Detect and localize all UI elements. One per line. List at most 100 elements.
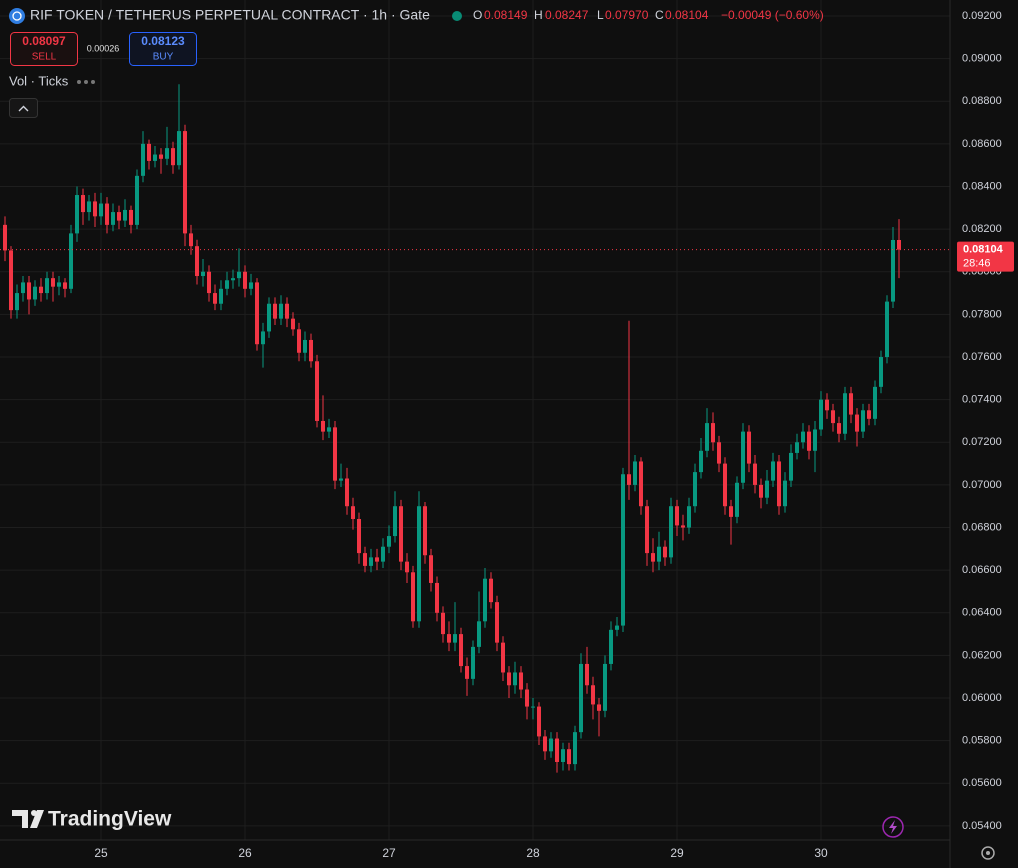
candle-body xyxy=(663,546,667,558)
candle-body xyxy=(219,288,223,304)
candle-body xyxy=(129,209,133,225)
candle-body xyxy=(465,666,469,679)
y-tick-label: 0.06200 xyxy=(962,649,1002,661)
legend-value: 0.07970 xyxy=(605,8,649,22)
candle-body xyxy=(171,148,175,166)
candle-body xyxy=(495,602,499,643)
alert-button[interactable] xyxy=(882,816,904,838)
candle-body xyxy=(447,634,451,643)
candle-body xyxy=(405,561,409,573)
candle-body xyxy=(207,271,211,294)
candle-body xyxy=(537,706,541,737)
y-tick-label: 0.06400 xyxy=(962,607,1002,619)
candle-body xyxy=(177,131,181,166)
buy-button[interactable] xyxy=(129,32,197,66)
x-tick-label: 30 xyxy=(814,846,828,860)
candle-body xyxy=(705,423,709,451)
market-status xyxy=(452,11,462,21)
alert-icon xyxy=(889,820,897,834)
candle-body xyxy=(579,663,583,733)
candle-body xyxy=(183,131,187,234)
candle-body xyxy=(573,732,577,765)
y-tick-label: 0.09000 xyxy=(962,53,1002,65)
candle-body xyxy=(243,271,247,289)
candle-body xyxy=(15,293,19,311)
candle-body xyxy=(813,429,817,451)
candle-body xyxy=(639,461,643,507)
candle-body xyxy=(75,195,79,234)
y-tick-label: 0.05800 xyxy=(962,735,1002,747)
candle-body xyxy=(867,410,871,419)
candle-body xyxy=(819,399,823,430)
candle-body xyxy=(837,423,841,434)
x-tick-label: 25 xyxy=(94,846,108,860)
candle-body xyxy=(831,410,835,424)
indicator-name[interactable]: Vol · Ticks xyxy=(9,73,69,88)
candle-body xyxy=(771,461,775,481)
last-price-label: 0.08104 xyxy=(963,243,1004,255)
legend-label: C xyxy=(655,8,664,22)
candle-body xyxy=(237,271,241,279)
candle-body xyxy=(603,663,607,711)
candle-body xyxy=(279,303,283,319)
spread: 0.00026 xyxy=(87,43,120,53)
candle-body xyxy=(165,148,169,159)
candles xyxy=(0,84,950,773)
candle-body xyxy=(675,506,679,526)
y-tick-label: 0.06000 xyxy=(962,692,1002,704)
candle-body xyxy=(135,175,139,225)
candle-body xyxy=(345,478,349,507)
candle-body xyxy=(339,478,343,481)
candle-body xyxy=(693,472,697,507)
candle-body xyxy=(39,286,43,294)
candle-body xyxy=(387,536,391,547)
candle-body xyxy=(513,672,517,686)
last-price-box xyxy=(957,241,1014,272)
buy-price: 0.08123 xyxy=(141,34,185,48)
legend-value: 0.08149 xyxy=(484,8,528,22)
candle-body xyxy=(489,578,493,603)
legend-label: L xyxy=(597,8,604,22)
candle-body xyxy=(591,685,595,705)
candle-body xyxy=(21,282,25,294)
candle-body xyxy=(399,506,403,562)
candle-body xyxy=(795,442,799,453)
candle-body xyxy=(783,480,787,507)
y-tick-label: 0.07600 xyxy=(962,351,1002,363)
candle-body xyxy=(615,625,619,630)
candle-body xyxy=(555,738,559,762)
candle-body xyxy=(807,431,811,451)
candle-body xyxy=(369,557,373,566)
settings-button[interactable] xyxy=(981,846,995,860)
candle-body xyxy=(711,423,715,443)
candle-body xyxy=(609,629,613,664)
candle-body xyxy=(417,506,421,622)
candle-body xyxy=(699,450,703,473)
collapse-button[interactable] xyxy=(9,98,38,118)
candle-body xyxy=(249,282,253,289)
candle-body xyxy=(441,612,445,635)
y-tick-label: 0.06800 xyxy=(962,521,1002,533)
y-tick-label: 0.08600 xyxy=(962,138,1002,150)
candle-body xyxy=(501,642,505,673)
candle-body xyxy=(333,427,337,481)
candle-body xyxy=(525,689,529,707)
candle-body xyxy=(255,282,259,345)
candle-body xyxy=(309,339,313,362)
chart-title[interactable]: RIF TOKEN / TETHERUS PERPETUAL CONTRACT … xyxy=(30,7,430,23)
candle-body xyxy=(201,271,205,277)
symbol-icon[interactable] xyxy=(9,8,25,24)
candle-body xyxy=(753,463,757,485)
candle-body xyxy=(57,282,61,287)
candle-body xyxy=(891,240,895,302)
y-tick-label: 0.08400 xyxy=(962,180,1002,192)
candle-body xyxy=(159,154,163,159)
candle-body xyxy=(231,278,235,281)
sell-button[interactable] xyxy=(10,32,78,66)
indicator-menu[interactable] xyxy=(77,80,95,84)
candle-body xyxy=(459,634,463,667)
candle-body xyxy=(435,582,439,613)
legend-value: 0.08247 xyxy=(545,8,589,22)
candle-body xyxy=(735,482,739,517)
candle-body xyxy=(69,233,73,289)
